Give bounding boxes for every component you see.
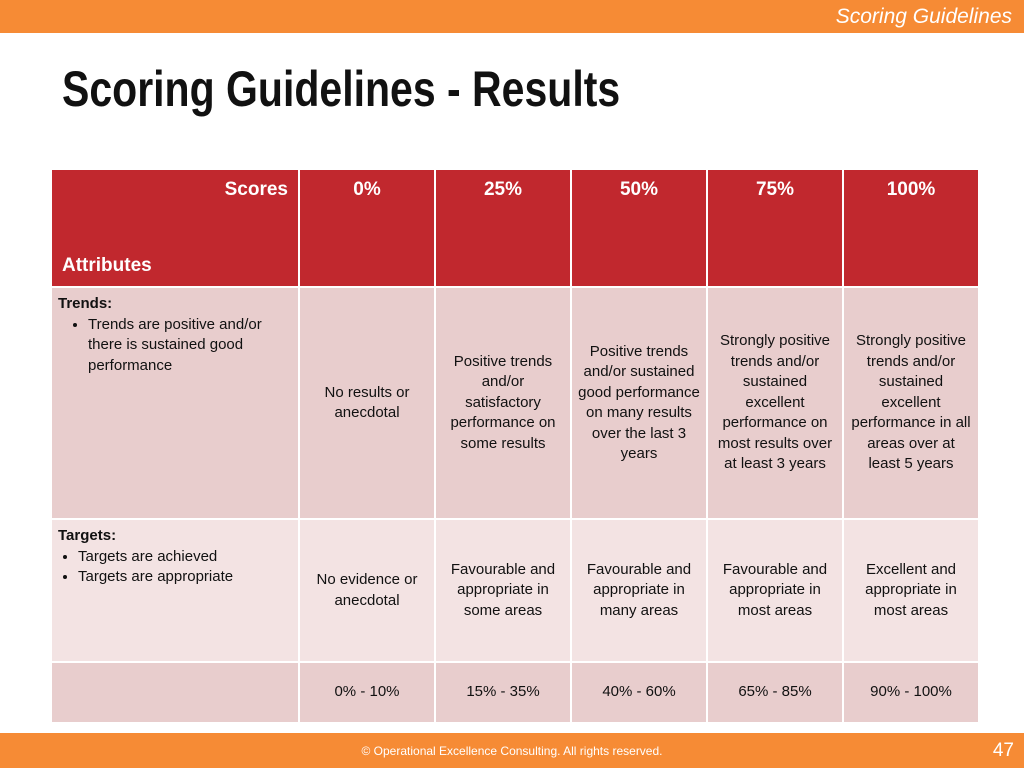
table-row: Targets: Targets are achievedTargets are … (52, 520, 978, 661)
header-row: Scores Attributes 0% 25% 50% 75% 100% (52, 170, 978, 286)
page-number: 47 (992, 740, 1014, 761)
column-header: 75% (708, 170, 842, 286)
row-label-cell: Trends: Trends are positive and/or there … (52, 288, 298, 518)
slide-title: Scoring Guidelines - Results (62, 61, 621, 117)
corner-bottom: Attributes (62, 254, 152, 276)
bullet-list: Trends are positive and/or there is sust… (58, 315, 292, 377)
column-header: 25% (436, 170, 570, 286)
corner-top: Scores (224, 179, 288, 200)
top-bar (0, 0, 1024, 33)
table-cell: Strongly positive trends and/or sustaine… (844, 288, 978, 518)
column-header: 50% (572, 170, 706, 286)
table-cell: Positive trends and/or sustained good pe… (572, 288, 706, 518)
bullet: Targets are appropriate (78, 567, 292, 588)
column-header: 0% (300, 170, 434, 286)
scoring-table: Scores Attributes 0% 25% 50% 75% 100% Trends… (50, 168, 980, 724)
table-cell: Favourable and appropriate in some areas (436, 520, 570, 661)
bullet: Targets are achieved (78, 547, 292, 568)
bullet: Trends are positive and/or there is sust… (88, 315, 292, 377)
copyright: © Operational Excellence Consulting. All… (361, 744, 663, 758)
table-row: Trends: Trends are positive and/or there … (52, 288, 978, 518)
table-cell: No evidence or anecdotal (300, 520, 434, 661)
table-cell: Strongly positive trends and/or sustaine… (708, 288, 842, 518)
row-label: Trends: (58, 295, 113, 312)
row-label-cell (52, 663, 298, 722)
row-label: Targets: (58, 527, 117, 544)
table-cell: 0% - 10% (300, 663, 434, 722)
table-cell: 90% - 100% (844, 663, 978, 722)
table-cell: Excellent and appropriate in most areas (844, 520, 978, 661)
bullet-list: Targets are achievedTargets are appropri… (58, 547, 292, 588)
table-cell: 40% - 60% (572, 663, 706, 722)
table-cell: No results or anecdotal (300, 288, 434, 518)
table-cell: 15% - 35% (436, 663, 570, 722)
table-cell: Favourable and appropriate in many areas (572, 520, 706, 661)
row-label-cell: Targets: Targets are achievedTargets are … (52, 520, 298, 661)
table-row: 0% - 10% 15% - 35% 40% - 60% 65% - 85% 90% -… (52, 663, 978, 722)
corner-cell: Scores Attributes (52, 170, 298, 286)
bottom-bar (0, 733, 1024, 768)
column-header: 100% (844, 170, 978, 286)
table-cell: Positive trends and/or satisfactory perf… (436, 288, 570, 518)
table-cell: Favourable and appropriate in most areas (708, 520, 842, 661)
section-label: Scoring Guidelines (835, 5, 1012, 28)
table-cell: 65% - 85% (708, 663, 842, 722)
